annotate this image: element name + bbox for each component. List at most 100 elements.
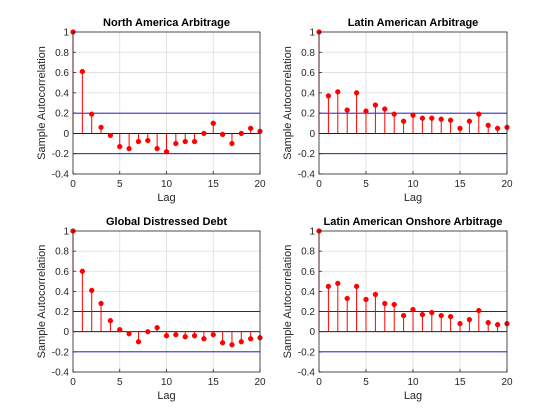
stem-marker <box>447 313 454 320</box>
stem-marker <box>372 102 379 108</box>
y-tick-label: -0.2 <box>298 149 316 160</box>
stem-marker <box>372 291 379 298</box>
stem-marker <box>248 125 254 132</box>
stem-marker <box>382 106 388 112</box>
x-axis-label: Lag <box>404 390 422 402</box>
stem-marker <box>494 125 501 132</box>
x-tick-label: 0 <box>316 377 322 388</box>
y-tick-label: 0.4 <box>301 287 315 298</box>
stem-marker <box>98 124 104 130</box>
x-tick-label: 5 <box>117 377 123 388</box>
stem-marker <box>494 322 501 328</box>
chart-panel-4: 0 5 10 15 20 -0.4 -0.2 0 0.2 0.4 0.6 0.8 1 Latin Amer… <box>282 216 513 402</box>
y-tick-label: -0.4 <box>298 368 316 379</box>
stem-marker <box>363 296 369 303</box>
x-tick-label: 15 <box>208 179 220 190</box>
stem-marker <box>382 300 388 307</box>
stem-marker <box>210 332 216 338</box>
stem-marker <box>173 332 179 338</box>
x-tick-label: 15 <box>208 377 220 388</box>
stem-marker <box>400 312 407 319</box>
x-tick-label: 20 <box>254 377 266 388</box>
stem-marker <box>163 149 170 155</box>
y-tick-label: 1 <box>309 227 315 238</box>
stem-marker <box>438 312 444 319</box>
y-tick-label: -0.4 <box>298 170 316 181</box>
y-axis-label: Sample Autocorrelation <box>36 245 48 359</box>
y-tick-label: 0.8 <box>301 247 315 258</box>
y-tick-label: -0.2 <box>52 347 70 358</box>
y-tick-label: 0 <box>309 129 315 140</box>
x-axis-label: Lag <box>404 192 422 204</box>
stem-marker <box>485 122 491 128</box>
stem-marker <box>79 268 85 274</box>
x-tick-label: 0 <box>70 377 76 388</box>
chart-title: Latin American Arbitrage <box>348 17 479 29</box>
stem-marker <box>135 339 142 345</box>
stem-marker <box>173 140 179 147</box>
x-tick-label: 0 <box>70 179 76 190</box>
stem-marker <box>117 327 123 333</box>
y-tick-label: 0 <box>63 327 69 338</box>
stem-marker <box>466 118 473 124</box>
stem-marker <box>126 145 132 152</box>
stem-marker <box>344 295 350 302</box>
chart-title: Latin American Onshore Arbitrage <box>324 216 503 228</box>
stem-marker <box>238 339 244 345</box>
x-tick-label: 20 <box>254 179 266 190</box>
stem-marker <box>410 112 416 118</box>
chart-title: North America Arbitrage <box>103 17 230 29</box>
stem-marker <box>182 138 188 145</box>
chart-panel-1: 0 5 10 15 20 -0.4 -0.2 0 0.2 0.4 0.6 0.8 1 North Amer… <box>36 17 266 204</box>
stem-marker <box>476 111 482 117</box>
stem-marker <box>363 108 369 114</box>
y-tick-label: 1 <box>63 28 69 39</box>
stem-marker <box>248 336 254 342</box>
y-tick-label: 0.6 <box>301 267 315 278</box>
y-tick-label: 0.6 <box>55 68 69 79</box>
x-tick-label: 10 <box>407 179 419 190</box>
stem-marker <box>182 334 188 340</box>
stem-marker <box>353 283 360 290</box>
stem-marker <box>219 131 226 138</box>
chart-title: Global Distressed Debt <box>106 216 227 228</box>
stem-marker <box>107 317 114 324</box>
stem-marker <box>89 111 95 117</box>
y-tick-label: 0.4 <box>301 88 315 99</box>
x-tick-label: 5 <box>363 377 369 388</box>
y-tick-label: 0.4 <box>55 287 69 298</box>
y-tick-label: 1 <box>63 227 69 238</box>
stem-marker <box>229 140 235 147</box>
stem-marker <box>335 89 341 95</box>
stem-marker <box>107 132 114 139</box>
chart-panel-3: 0 5 10 15 20 -0.4 -0.2 0 0.2 0.4 0.6 0.8 1 Global Dis… <box>36 216 266 402</box>
stem-marker <box>447 117 454 123</box>
x-axis-label: Lag <box>157 390 175 402</box>
stem-marker <box>457 321 463 327</box>
stem-marker <box>419 115 426 121</box>
stem-marker <box>145 137 151 144</box>
y-tick-label: 0.2 <box>301 307 315 318</box>
stem-marker <box>391 111 397 117</box>
stem-marker <box>325 93 332 99</box>
stem-marker <box>429 115 435 121</box>
x-tick-label: 0 <box>316 179 322 190</box>
x-axis-label: Lag <box>157 192 175 204</box>
stem-marker <box>191 333 198 339</box>
x-tick-label: 5 <box>117 179 123 190</box>
y-tick-label: 0 <box>63 129 69 140</box>
y-tick-label: 0.6 <box>55 267 69 278</box>
x-tick-label: 10 <box>161 179 173 190</box>
y-tick-label: 0.8 <box>55 48 69 59</box>
stem-marker <box>98 300 104 307</box>
y-tick-label: -0.2 <box>298 347 316 358</box>
y-tick-label: 0.2 <box>301 109 315 120</box>
x-tick-label: 15 <box>454 179 466 190</box>
stem-marker <box>485 320 491 326</box>
stem-marker <box>219 340 226 346</box>
stem-marker <box>344 107 350 113</box>
stem-marker <box>145 329 151 335</box>
y-tick-label: -0.4 <box>52 368 70 379</box>
stem-marker <box>466 316 473 323</box>
x-tick-label: 10 <box>161 377 173 388</box>
